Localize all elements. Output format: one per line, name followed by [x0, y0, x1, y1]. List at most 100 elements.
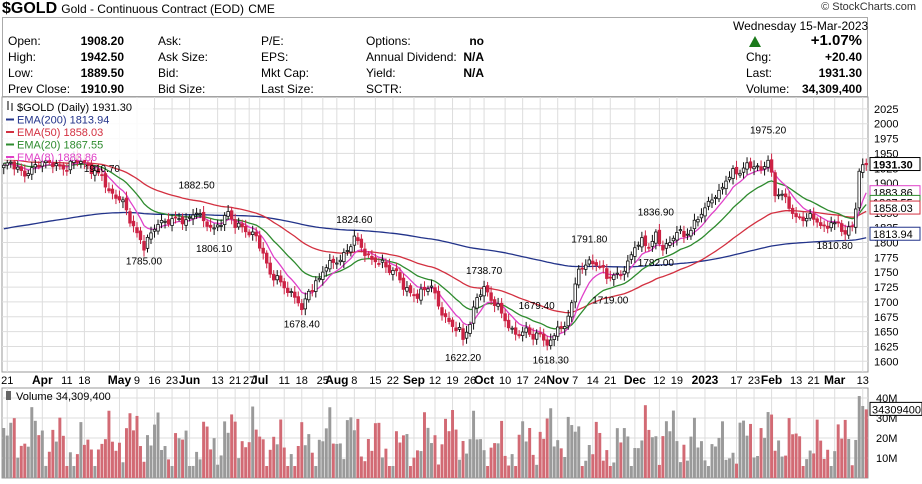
volume-bar	[54, 441, 58, 478]
legend-entry: EMA(200) 1813.94	[17, 115, 109, 127]
candle-body	[9, 161, 13, 164]
volume-bar	[261, 439, 265, 478]
candle-body	[286, 287, 290, 293]
price-marker-box	[869, 200, 921, 215]
volume-bar	[275, 444, 279, 478]
volume-bar	[770, 414, 774, 478]
volume-bar	[808, 450, 812, 478]
candle-body	[773, 172, 777, 197]
price-annotation: 1836.90	[638, 208, 675, 219]
ema200-line	[3, 211, 867, 268]
candle-body	[177, 218, 181, 221]
volume-bar	[82, 444, 86, 478]
candle-body	[128, 211, 132, 224]
candle-body	[384, 261, 388, 268]
date-tick-label: 11	[61, 375, 72, 387]
candle-body	[471, 306, 476, 324]
volume-bar	[65, 466, 69, 478]
candle-body	[44, 160, 48, 164]
legend-entry: $GOLD (Daily) 1931.30	[17, 102, 132, 114]
volume-bar	[668, 431, 672, 478]
volume-tick-label: 20M	[876, 433, 897, 445]
candle-body	[464, 331, 469, 339]
price-tick-label: 1700	[874, 297, 898, 309]
ema20-line	[3, 162, 867, 330]
price-marker-box	[869, 194, 921, 209]
candle-body	[314, 280, 318, 292]
volume-bar	[61, 435, 65, 478]
candle-body	[640, 237, 644, 248]
candle-body	[598, 266, 602, 268]
volume-bar	[717, 437, 721, 478]
candle-body	[33, 164, 38, 168]
candle-body	[738, 172, 742, 176]
date-tick-label: Feb	[761, 373, 782, 387]
legend-entry: EMA(8) 1883.86	[17, 152, 97, 164]
quote-l5-2: Last:	[746, 66, 773, 80]
candle-body	[254, 231, 258, 237]
ema50-line	[3, 158, 867, 314]
volume-bar	[107, 410, 111, 478]
candle-body	[300, 303, 304, 311]
quote-v-2: 1889.50	[80, 66, 124, 80]
volume-bar	[33, 420, 37, 478]
candle-body	[398, 272, 402, 281]
candle-body	[40, 161, 45, 167]
candle-body	[482, 286, 486, 297]
volume-bar	[787, 418, 791, 478]
quote-v-1: 1942.50	[80, 50, 124, 64]
volume-bar	[391, 466, 395, 478]
price-annotations: 1910.70 1785.00 1882.50 1806.10 1678.40 1824.…	[84, 125, 853, 366]
candle-body	[356, 237, 360, 242]
price-marker-box	[869, 185, 921, 200]
candle-body	[811, 213, 816, 220]
price-annotation: 1791.80	[571, 234, 608, 245]
candle-body	[429, 285, 434, 288]
volume-bar	[373, 423, 377, 478]
stockcharts-logo[interactable]: © StockCharts.com	[821, 1, 916, 13]
candle-body	[524, 327, 528, 333]
quote-l4-2: Yield:	[366, 66, 396, 80]
candle-body	[335, 262, 339, 265]
quote-l5-1: Chg:	[746, 50, 772, 64]
candle-body	[61, 164, 66, 170]
candle-body	[317, 278, 321, 281]
candle-body	[668, 242, 672, 246]
candle-body	[405, 287, 409, 292]
date-tick-label: Jun	[179, 373, 200, 387]
candle-body	[762, 166, 767, 170]
candle-body	[205, 221, 209, 227]
candle-body	[794, 213, 798, 218]
volume-bar	[58, 417, 62, 478]
volume-bar	[531, 454, 535, 478]
volume-bar	[524, 441, 528, 478]
volume-bar	[735, 463, 738, 478]
volume-bar	[819, 440, 823, 478]
volume-bar	[139, 446, 142, 478]
candle-body	[275, 275, 279, 281]
candle-body	[692, 219, 697, 230]
candle-body	[815, 218, 819, 223]
candle-body	[51, 162, 55, 168]
volume-bar	[96, 449, 100, 478]
candle-body	[503, 313, 507, 322]
volume-bar	[307, 434, 311, 478]
candle-body	[114, 194, 118, 199]
date-tick-label: Apr	[32, 373, 53, 387]
volume-bar	[861, 406, 865, 478]
volume-bar	[451, 410, 455, 478]
volume-bar	[230, 414, 234, 478]
candle-body	[131, 220, 136, 227]
candle-body	[163, 220, 167, 223]
candle-body	[307, 290, 311, 301]
volume-bar	[675, 441, 679, 478]
volume-bar	[188, 466, 192, 478]
volume-bar	[829, 466, 833, 478]
volume-bar	[664, 421, 668, 478]
quote-l4-3: SCTR:	[366, 82, 402, 96]
volume-bar	[521, 421, 525, 478]
candle-body	[650, 240, 655, 247]
candle-body	[412, 294, 416, 297]
volume-bar	[580, 466, 584, 478]
candle-body	[629, 254, 634, 260]
